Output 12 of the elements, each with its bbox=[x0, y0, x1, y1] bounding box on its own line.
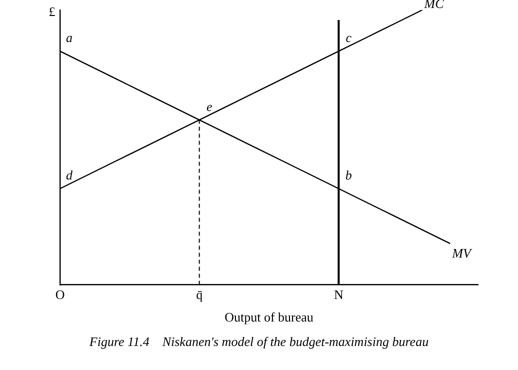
caption: Figure 11.4 Niskanen's model of the budget-maximising bureau bbox=[88, 334, 430, 350]
annotation: b bbox=[345, 168, 352, 183]
x-axis-title: Output of bureau bbox=[224, 310, 314, 325]
x-tick-label: O bbox=[55, 287, 65, 302]
annotation: c bbox=[346, 30, 352, 46]
annotation: d bbox=[66, 168, 73, 183]
series-label: MV bbox=[451, 246, 473, 261]
x-tick-label: q̄ bbox=[196, 287, 204, 302]
x-tick-label: N bbox=[334, 287, 344, 302]
annotation: e bbox=[206, 98, 212, 114]
annotation: a bbox=[66, 30, 73, 46]
y-axis-title: £ bbox=[48, 4, 56, 19]
